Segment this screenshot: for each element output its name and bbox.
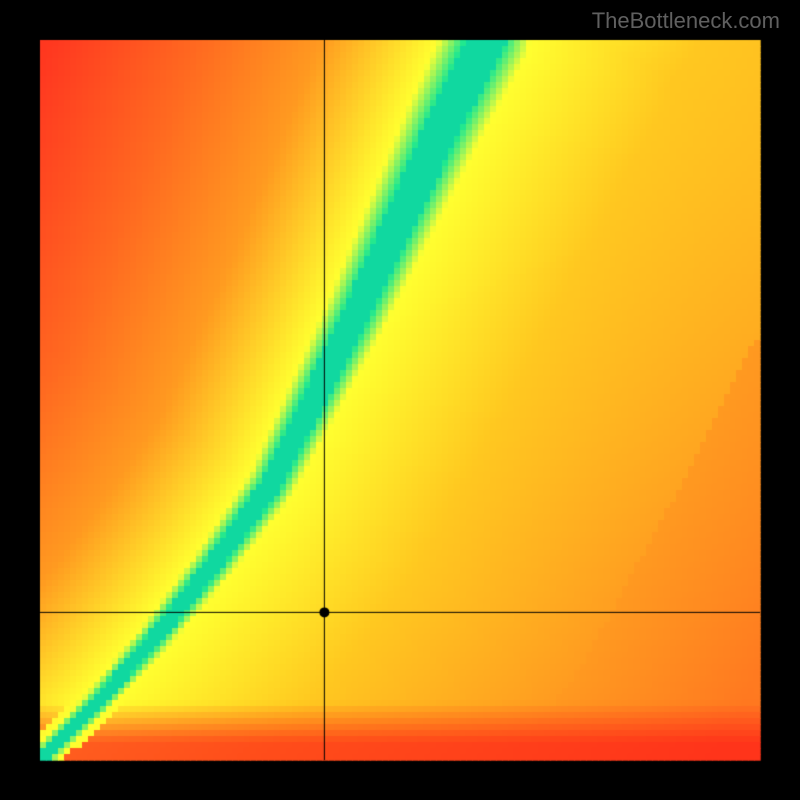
watermark-text: TheBottleneck.com <box>592 8 780 34</box>
bottleneck-heatmap <box>0 0 800 800</box>
chart-container: TheBottleneck.com <box>0 0 800 800</box>
